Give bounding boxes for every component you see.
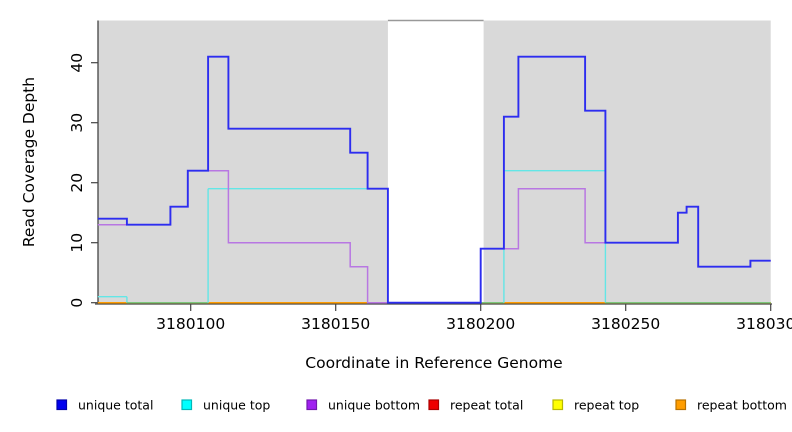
legend-swatch-unique-top — [181, 399, 193, 411]
legend-label-repeat-top: repeat top — [574, 398, 639, 413]
x-tick-label: 3180250 — [591, 315, 660, 333]
legend-label-unique-top: unique top — [203, 398, 270, 413]
y-tick-label: 0 — [68, 298, 86, 308]
y-tick-label: 40 — [68, 53, 86, 73]
legend-label-unique-bottom: unique bottom — [328, 398, 420, 413]
series-line-unique-total — [97, 55, 771, 304]
legend-swatch-repeat-total — [428, 399, 440, 411]
x-tick-label: 3180200 — [446, 315, 515, 333]
legend-swatch-repeat-bottom — [675, 399, 687, 411]
shaded-region — [97, 20, 388, 304]
legend-label-repeat-total: repeat total — [450, 398, 523, 413]
legend-swatch-unique-bottom — [306, 399, 318, 411]
y-axis-title: Read Coverage Depth — [20, 77, 38, 247]
y-tick-label: 10 — [68, 233, 86, 253]
legend-label-repeat-bottom: repeat bottom — [697, 398, 787, 413]
y-tick-label: 30 — [68, 113, 86, 133]
shaded-region — [483, 20, 771, 304]
x-axis-title: Coordinate in Reference Genome — [305, 354, 562, 372]
legend-swatch-unique-total — [56, 399, 68, 411]
legend-label-unique-total: unique total — [78, 398, 153, 413]
legend-swatch-repeat-top — [552, 399, 564, 411]
y-tick-label: 20 — [68, 173, 86, 193]
x-tick-label: 3180100 — [156, 315, 225, 333]
x-tick-label: 3180150 — [301, 315, 370, 333]
